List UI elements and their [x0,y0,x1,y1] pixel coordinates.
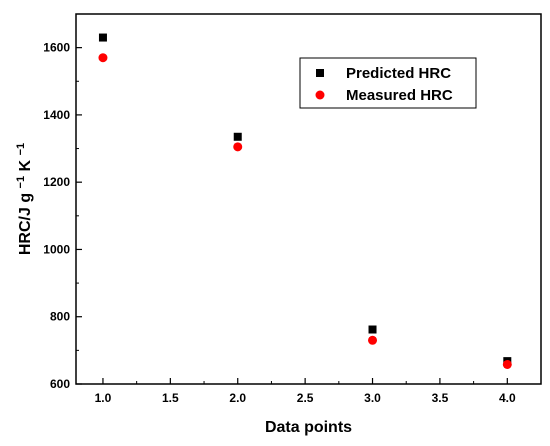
x-tick-label: 1.5 [162,391,179,405]
predicted-hrc-point [233,132,242,141]
measured-hrc-point [502,359,512,369]
legend-marker-measured-hrc [315,90,325,100]
legend: Predicted HRC Measured HRC [299,57,477,109]
y-axis-title: HRC/J g −1 K −1 [11,143,34,255]
x-axis-ticks: 1.0 1.5 2.0 2.5 3.0 3.5 4.0 [95,378,516,405]
predicted-hrc-point [368,325,377,334]
measured-hrc-point [368,335,378,345]
y-tick-label: 1000 [43,242,70,256]
legend-box [299,57,477,109]
y-tick-label: 800 [50,310,70,324]
measured-hrc-point [98,53,108,63]
x-tick-label: 4.0 [499,391,516,405]
y-axis-title-unit: K [17,159,34,171]
plot-area-frame [75,13,542,385]
y-axis-ticks: 600 800 1000 1200 1400 1600 [43,41,82,391]
legend-marker-predicted-hrc [316,69,324,77]
y-axis-title-main: HRC/J g [17,193,34,255]
y-axis-title-exponent-2: −1 [15,143,27,156]
legend-label-measured-hrc: Measured HRC [346,87,453,104]
x-tick-label: 3.0 [364,391,381,405]
data-points [98,33,512,369]
x-tick-label: 2.5 [297,391,314,405]
y-axis-title-exponent: −1 [15,176,27,189]
x-tick-label: 2.0 [229,391,246,405]
measured-hrc-point [233,142,243,152]
legend-label-predicted-hrc: Predicted HRC [346,65,451,82]
y-tick-label: 1200 [43,175,70,189]
x-axis-title: Data points [265,419,352,436]
x-tick-label: 3.5 [432,391,449,405]
y-tick-label: 600 [50,377,70,391]
predicted-hrc-point [98,33,107,42]
y-tick-label: 1400 [43,108,70,122]
x-tick-label: 1.0 [95,391,112,405]
y-tick-label: 1600 [43,41,70,55]
